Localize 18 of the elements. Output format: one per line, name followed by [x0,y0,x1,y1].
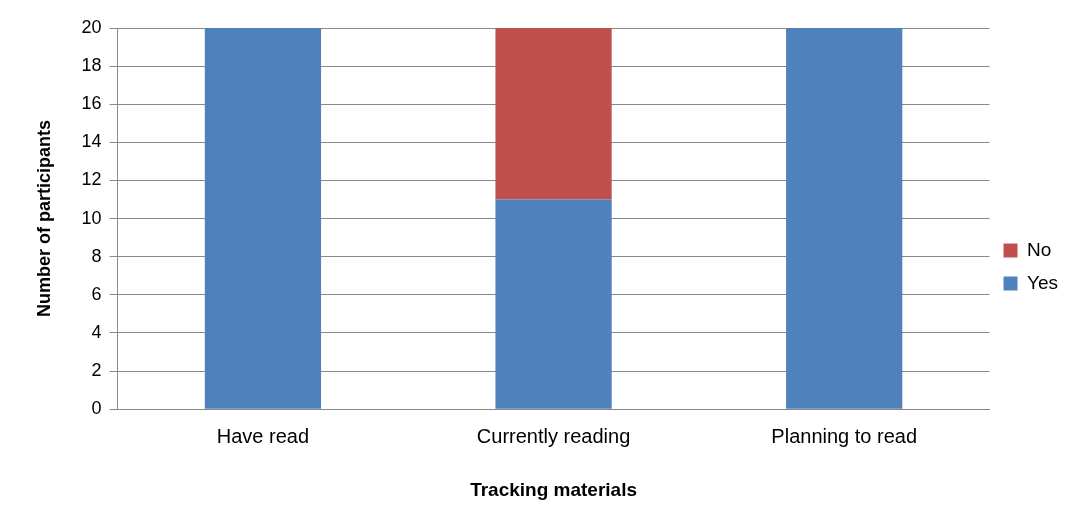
legend-label: No [1027,238,1052,260]
y-tick-label: 20 [81,16,102,37]
y-axis-title: Number of participants [33,120,54,318]
x-tick-label: Currently reading [476,424,631,447]
x-tick-label: Planning to read [771,424,918,447]
x-tick-label: Have read [216,424,310,447]
y-tick-label: 14 [81,131,102,152]
legend-label: Yes [1027,271,1058,293]
y-tick-label: 18 [81,55,102,76]
y-tick-label: 10 [81,207,102,228]
x-axis-title: Tracking materials [470,478,637,500]
y-tick-label: 6 [91,283,102,304]
y-tick-label: 2 [91,360,102,381]
y-tick-label: 4 [91,321,102,342]
y-tick-label: 16 [81,93,102,114]
y-tick-label: 12 [81,169,102,190]
y-tick-label: 0 [91,398,102,419]
y-tick-label: 8 [91,245,102,266]
